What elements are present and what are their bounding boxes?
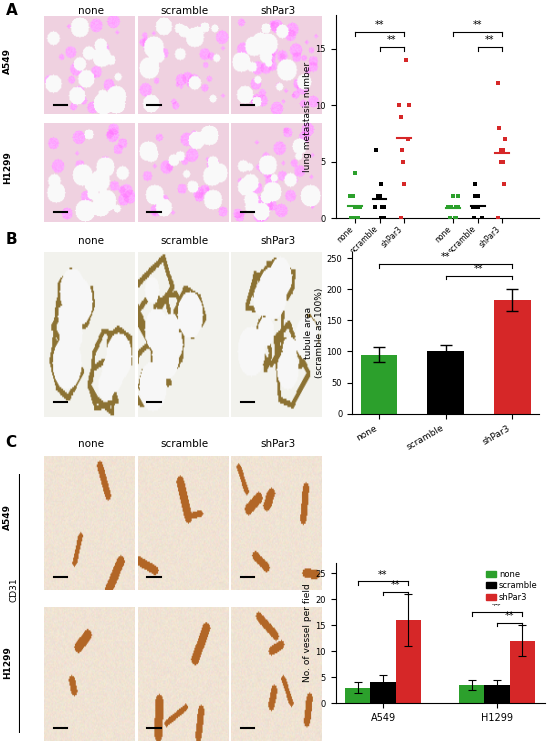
Text: shPar3: shPar3 <box>260 6 295 17</box>
Bar <box>510 641 535 703</box>
Point <box>348 190 357 202</box>
Point <box>452 212 461 224</box>
Point <box>446 212 455 224</box>
Text: A549: A549 <box>3 504 12 529</box>
Point <box>378 201 387 213</box>
Point <box>397 212 406 224</box>
Point <box>448 190 457 202</box>
Text: A: A <box>6 3 17 18</box>
Point <box>493 77 502 89</box>
Text: C: C <box>6 435 16 450</box>
Point <box>444 201 453 213</box>
Point <box>346 212 355 224</box>
Bar <box>485 685 510 703</box>
Bar <box>370 682 395 703</box>
Point <box>379 212 388 224</box>
Text: **: ** <box>485 35 494 45</box>
Point <box>494 122 503 134</box>
Point <box>500 178 509 190</box>
Text: H1299: H1299 <box>463 273 492 282</box>
Point <box>377 201 386 213</box>
Text: **: ** <box>505 611 514 621</box>
Point <box>477 212 486 224</box>
Text: **: ** <box>375 20 384 30</box>
Point <box>351 167 360 179</box>
Text: none: none <box>78 235 104 246</box>
Point <box>376 190 384 202</box>
Point <box>497 144 505 156</box>
Point <box>351 201 360 213</box>
Text: scramble: scramble <box>160 235 208 246</box>
Point <box>377 178 386 190</box>
Text: B: B <box>6 232 17 247</box>
Point <box>474 190 483 202</box>
Point <box>470 212 478 224</box>
Point <box>379 201 388 213</box>
Point <box>397 111 405 123</box>
Text: **: ** <box>441 253 450 262</box>
Bar <box>427 351 464 414</box>
Point <box>499 144 508 156</box>
Point <box>471 190 480 202</box>
Point <box>372 144 381 156</box>
Point <box>399 156 408 168</box>
Point <box>376 212 385 224</box>
Point <box>356 201 365 213</box>
Point <box>470 178 479 190</box>
Y-axis label: lung metastasis number: lung metastasis number <box>304 62 312 171</box>
Point <box>351 201 360 213</box>
Y-axis label: No. of vessel per field: No. of vessel per field <box>304 584 312 683</box>
Text: H1299: H1299 <box>3 647 12 679</box>
Bar <box>360 354 397 414</box>
Point <box>450 212 459 224</box>
Y-axis label: tubule area
(scramble as 100%): tubule area (scramble as 100%) <box>304 287 324 378</box>
Text: CD31: CD31 <box>9 578 18 602</box>
Text: none: none <box>78 438 104 449</box>
Bar <box>459 685 485 703</box>
Point <box>471 201 480 213</box>
Point <box>453 190 462 202</box>
Point <box>497 156 505 168</box>
Point <box>350 212 359 224</box>
Text: A549: A549 <box>368 273 391 282</box>
Bar <box>494 300 531 414</box>
Point <box>500 133 509 145</box>
Point <box>404 133 412 145</box>
Text: **: ** <box>474 264 483 274</box>
Text: **: ** <box>391 580 400 590</box>
Point <box>399 178 408 190</box>
Text: H1299: H1299 <box>3 151 12 184</box>
Point <box>474 201 483 213</box>
Text: A549: A549 <box>3 47 12 74</box>
Point <box>498 156 507 168</box>
Point <box>452 201 460 213</box>
Point <box>374 190 383 202</box>
Point <box>454 201 463 213</box>
Text: shPar3: shPar3 <box>260 235 295 246</box>
Point <box>346 190 355 202</box>
Point <box>447 201 455 213</box>
Point <box>402 54 410 66</box>
Point <box>493 212 502 224</box>
Point <box>370 201 379 213</box>
Bar <box>395 620 421 703</box>
Point <box>354 212 362 224</box>
Text: scramble: scramble <box>160 438 208 449</box>
Legend: none, scramble, shPar3: none, scramble, shPar3 <box>483 567 540 604</box>
Point <box>478 212 487 224</box>
Bar <box>345 687 370 703</box>
Point <box>394 99 403 111</box>
Point <box>405 99 414 111</box>
Text: scramble: scramble <box>160 6 208 17</box>
Point <box>397 144 406 156</box>
Text: none: none <box>78 6 104 17</box>
Text: **: ** <box>378 569 388 580</box>
Point <box>353 212 362 224</box>
Text: **: ** <box>387 35 397 45</box>
Point <box>469 201 477 213</box>
Text: shPar3: shPar3 <box>260 438 295 449</box>
Text: **: ** <box>492 601 502 611</box>
Text: **: ** <box>473 20 482 30</box>
